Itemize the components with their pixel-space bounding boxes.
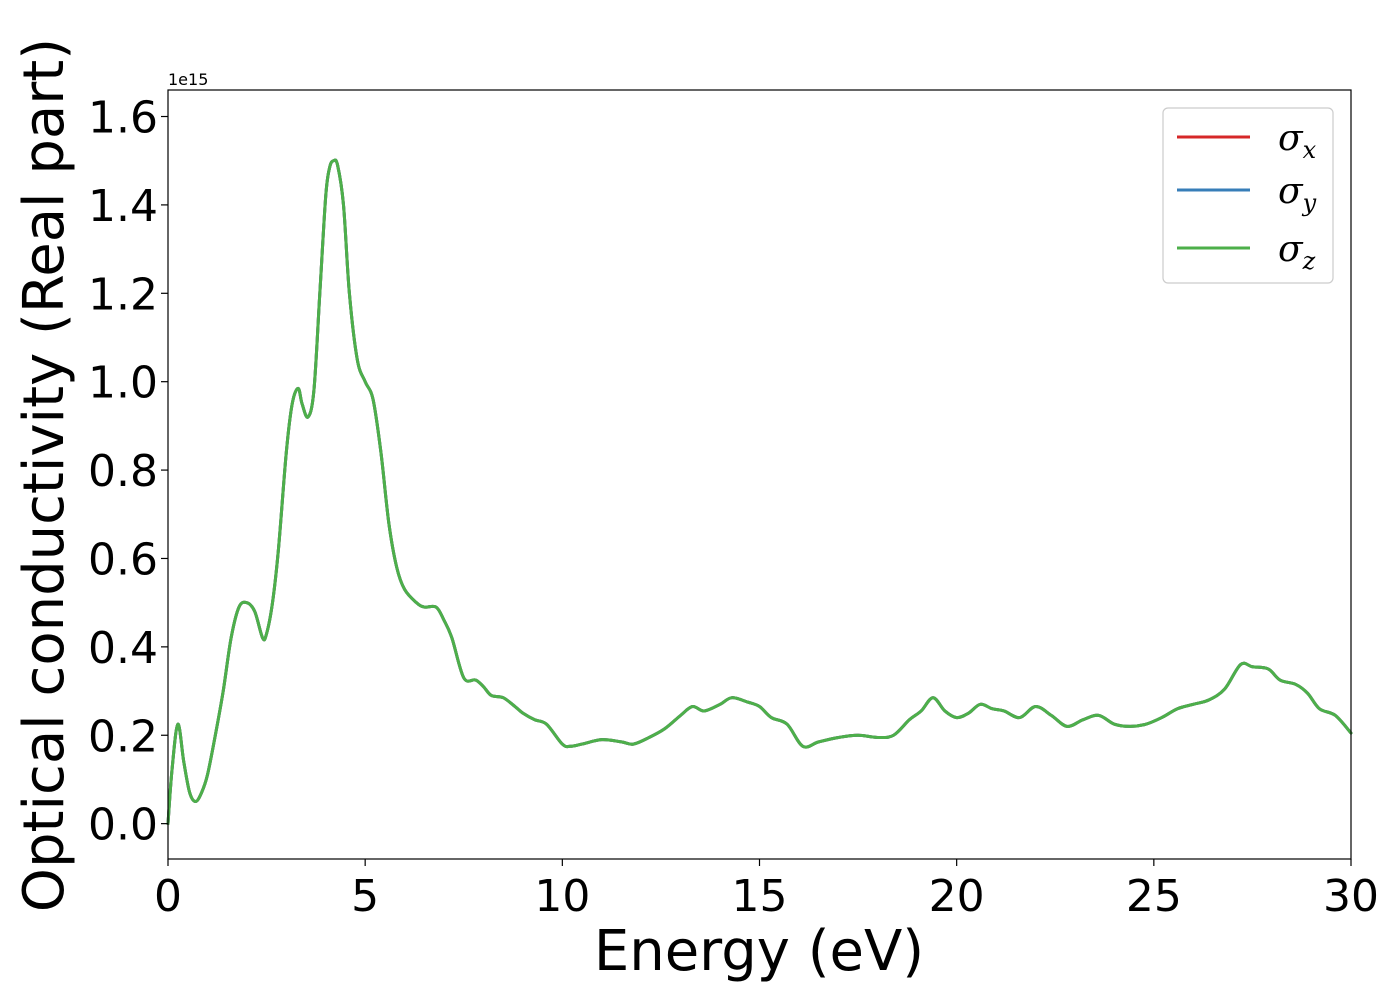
x-tick-label: 20 bbox=[929, 871, 985, 922]
series-layer bbox=[166, 158, 1353, 826]
legend-label-sigma-y: σy bbox=[1278, 171, 1317, 217]
y-tick-label: 1.0 bbox=[88, 358, 158, 409]
y-tick-label: 0.6 bbox=[88, 534, 158, 585]
series-line-sigma-z bbox=[166, 158, 1353, 826]
legend-box bbox=[1162, 107, 1334, 284]
x-tick-label: 5 bbox=[351, 871, 379, 922]
x-tick-label: 25 bbox=[1126, 871, 1182, 922]
x-axis-label: Energy (eV) bbox=[594, 919, 924, 984]
legend-label-sigma-x: σx bbox=[1278, 118, 1317, 164]
x-tick-label: 10 bbox=[534, 871, 590, 922]
y-tick-label: 0.4 bbox=[88, 623, 158, 674]
y-tick-label: 0.0 bbox=[88, 800, 158, 851]
y-offset-label: 1e15 bbox=[168, 70, 208, 89]
x-tick-label: 0 bbox=[154, 871, 182, 922]
legend-label-sigma-z: σz bbox=[1278, 229, 1316, 275]
x-tick-label: 15 bbox=[732, 871, 788, 922]
x-axis: 0 5 10 15 20 25 30 bbox=[154, 859, 1379, 922]
y-tick-label: 1.2 bbox=[88, 269, 158, 320]
y-tick-label: 1.4 bbox=[88, 181, 158, 232]
x-tick-label: 30 bbox=[1323, 871, 1379, 922]
y-tick-label: 1.6 bbox=[88, 93, 158, 144]
y-tick-label: 0.8 bbox=[88, 446, 158, 497]
y-axis-label: Optical conductivity (Real part) bbox=[12, 38, 77, 912]
y-tick-label: 0.2 bbox=[88, 711, 158, 762]
y-axis: 0.0 0.2 0.4 0.6 0.8 1.0 1.2 1.4 1.6 bbox=[88, 93, 168, 851]
legend: σx σy σz bbox=[1162, 107, 1334, 284]
